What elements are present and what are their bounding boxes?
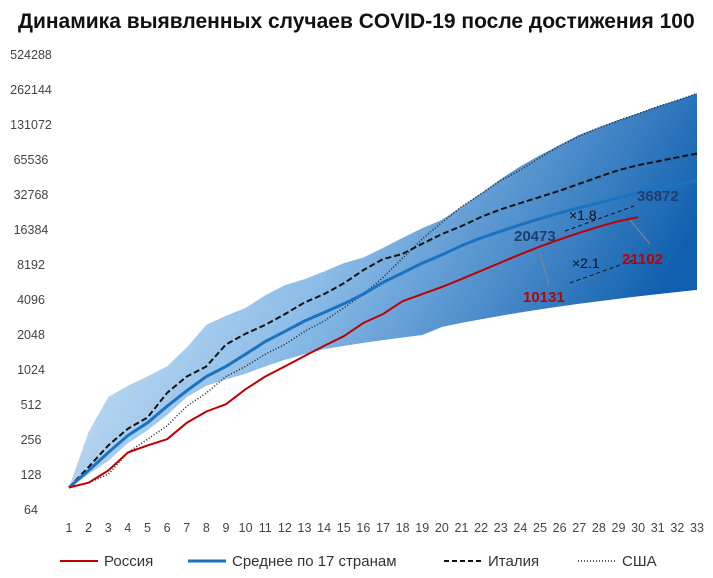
- leader-line-10131: [539, 253, 550, 286]
- legend-swatch-russia: [60, 560, 98, 562]
- x-tick-label: 33: [690, 521, 704, 535]
- x-tick-label: 23: [494, 521, 508, 535]
- legend-label-usa: США: [622, 552, 657, 570]
- chart-title: Динамика выявленных случаев COVID-19 пос…: [18, 10, 695, 33]
- x-tick-label: 25: [533, 521, 547, 535]
- ratio-guide-line-avg: [564, 205, 635, 232]
- label-russia-21102: 21102: [622, 251, 663, 268]
- y-tick-label: 1024: [17, 363, 45, 377]
- y-tick-label: 262144: [10, 83, 52, 97]
- x-tick-label: 19: [415, 521, 429, 535]
- x-tick-label: 20: [435, 521, 449, 535]
- y-tick-label: 131072: [10, 118, 52, 132]
- x-tick-label: 3: [105, 521, 112, 535]
- label-russia-10131: 10131: [523, 289, 565, 306]
- y-tick-label: 65536: [14, 153, 49, 167]
- y-tick-label: 16384: [14, 223, 49, 237]
- y-tick-label: 64: [24, 503, 38, 517]
- legend-item-italy: Италия: [444, 550, 539, 572]
- y-tick-label: 256: [21, 433, 42, 447]
- range-band-layer: [69, 93, 697, 488]
- ratio-guide-line-russia: [569, 259, 635, 284]
- legend-label-russia: Россия: [104, 552, 154, 570]
- legend-item-average: Среднее по 17 странам: [188, 550, 397, 572]
- label-ratio-1-8: ×1.8: [569, 207, 597, 223]
- x-tick-label: 15: [337, 521, 351, 535]
- x-tick-label: 11: [259, 521, 272, 535]
- series-layer: [68, 92, 698, 489]
- x-tick-label: 8: [203, 521, 210, 535]
- legend-swatch-usa: [578, 560, 616, 562]
- legend-item-usa: США: [578, 550, 657, 572]
- y-tick-label: 128: [21, 468, 42, 482]
- y-tick-label: 8192: [17, 258, 45, 272]
- legend-swatch-italy: [444, 560, 482, 562]
- x-tick-label: 7: [183, 521, 190, 535]
- annotation-layer: 10131 21102 20473 36872 ×2.1 ×1.8: [514, 188, 679, 306]
- y-tick-label: 524288: [10, 48, 52, 62]
- label-ratio-2-1: ×2.1: [572, 255, 600, 271]
- chart-plot: 6412825651210242048409681921638432768655…: [10, 48, 704, 535]
- range-band-area: [69, 93, 697, 488]
- x-tick-label: 10: [239, 521, 253, 535]
- x-tick-label: 9: [223, 521, 230, 535]
- y-tick-label: 2048: [17, 328, 45, 342]
- legend-label-italy: Италия: [488, 552, 540, 570]
- x-tick-label: 4: [124, 521, 131, 535]
- x-tick-label: 26: [553, 521, 567, 535]
- legend-label-average: Среднее по 17 странам: [232, 552, 397, 570]
- x-tick-label: 18: [396, 521, 410, 535]
- x-tick-label: 22: [474, 521, 488, 535]
- series-line-1: [68, 178, 698, 489]
- x-tick-label: 2: [85, 521, 92, 535]
- x-tick-label: 28: [592, 521, 606, 535]
- x-tick-label: 1: [66, 521, 73, 535]
- chart-legend: Россия Среднее по 17 странам Италия США: [0, 550, 713, 574]
- x-tick-label: 13: [298, 521, 312, 535]
- series-line-2: [68, 152, 698, 489]
- y-tick-label: 512: [21, 398, 42, 412]
- x-tick-label: 31: [651, 521, 665, 535]
- y-tick-label: 4096: [17, 293, 45, 307]
- label-average-36872: 36872: [637, 188, 679, 205]
- series-line-3: [68, 92, 698, 489]
- x-tick-label: 21: [455, 521, 469, 535]
- x-tick-label: 27: [572, 521, 586, 535]
- x-axis-ticks: 1 2 3 4 5 6 7 8 9 10 11 12 13 14 15 16 17 18 19 20 21 22 23 24 2…: [66, 521, 704, 535]
- legend-item-russia: Россия: [60, 550, 153, 572]
- x-tick-label: 24: [513, 521, 527, 535]
- label-average-20473: 20473: [514, 228, 556, 245]
- x-tick-label: 30: [631, 521, 645, 535]
- x-tick-label: 12: [278, 521, 292, 535]
- x-tick-label: 16: [356, 521, 370, 535]
- leader-line-21102: [629, 219, 651, 245]
- x-tick-label: 14: [317, 521, 331, 535]
- x-tick-label: 5: [144, 521, 151, 535]
- x-tick-label: 29: [612, 521, 626, 535]
- y-axis-ticks: 64 128 256 512 1024 2048 4096 8192 16384 32768 655…: [10, 48, 52, 517]
- x-tick-label: 32: [670, 521, 684, 535]
- x-tick-label: 17: [376, 521, 390, 535]
- series-line-0: [68, 216, 639, 489]
- legend-swatch-average: [188, 559, 226, 563]
- x-tick-label: 6: [164, 521, 171, 535]
- y-tick-label: 32768: [14, 188, 49, 202]
